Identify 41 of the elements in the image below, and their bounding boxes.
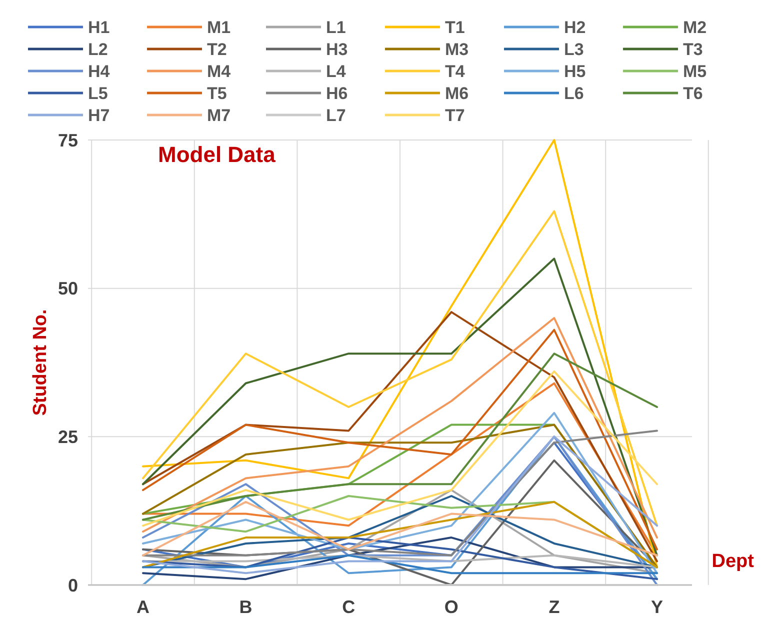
x-tick-label: Z xyxy=(548,597,560,617)
x-tick-label: A xyxy=(136,597,150,617)
x-axis-title: Dept xyxy=(712,551,755,572)
legend-label: M4 xyxy=(207,62,232,81)
legend-label: L5 xyxy=(88,84,108,103)
x-tick-label: C xyxy=(342,597,356,617)
legend-label: L3 xyxy=(564,40,584,59)
legend-label: M6 xyxy=(445,84,469,103)
x-tick-label: O xyxy=(444,597,458,617)
legend-label: H4 xyxy=(88,62,110,81)
legend-label: H3 xyxy=(326,40,348,59)
x-tick-label: Y xyxy=(650,597,664,617)
legend-label: M2 xyxy=(683,18,707,37)
legend-label: H7 xyxy=(88,106,110,125)
y-tick-label: 0 xyxy=(68,575,78,596)
legend-label: L6 xyxy=(564,84,584,103)
legend-label: M5 xyxy=(683,62,707,81)
annotation: Model Data xyxy=(158,142,276,167)
legend-label: L2 xyxy=(88,40,108,59)
legend-label: T7 xyxy=(445,106,465,125)
x-tick-label: B xyxy=(239,597,252,617)
y-tick-label: 25 xyxy=(58,426,78,447)
legend-label: H6 xyxy=(326,84,348,103)
legend-label: T5 xyxy=(207,84,227,103)
legend-label: M3 xyxy=(445,40,469,59)
legend-label: H1 xyxy=(88,18,110,37)
legend-label: M7 xyxy=(207,106,231,125)
y-axis-title: Student No. xyxy=(30,309,51,416)
legend-label: L7 xyxy=(326,106,346,125)
y-tick-label: 75 xyxy=(58,130,78,150)
legend-label: T1 xyxy=(445,18,465,37)
legend-label: T2 xyxy=(207,40,227,59)
legend-label: L1 xyxy=(326,18,346,37)
y-tick-label: 50 xyxy=(58,278,78,299)
legend-label: T6 xyxy=(683,84,703,103)
legend-label: T4 xyxy=(445,62,466,81)
legend-label: M1 xyxy=(207,18,231,37)
legend-label: H2 xyxy=(564,18,586,37)
legend-label: H5 xyxy=(564,62,586,81)
legend-label: T3 xyxy=(683,40,703,59)
legend-label: L4 xyxy=(326,62,346,81)
